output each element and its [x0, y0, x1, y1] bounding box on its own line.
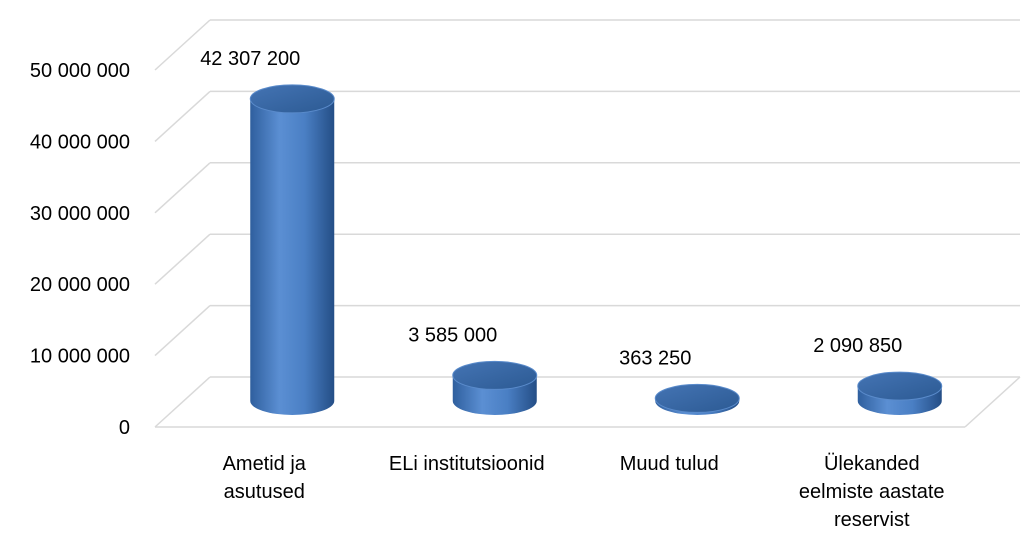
- category-labels: Ametid ja asutused ELi institutsioonid Muud…: [223, 453, 945, 531]
- bar-top: [249, 84, 335, 114]
- gridline-diagonal: [154, 376, 211, 428]
- gridline-diagonal: [154, 305, 211, 357]
- category-label: Ametid ja asutused: [223, 453, 307, 503]
- data-label: 42 307 200: [200, 48, 300, 70]
- y-axis-ticks: 0 10 000 000 20 000 000 30 000 000 40 000 00…: [30, 60, 130, 439]
- category-label: Muud tulud: [620, 453, 719, 475]
- data-label: 3 585 000: [408, 324, 497, 346]
- category-label-line: Muud tulud: [620, 453, 719, 475]
- category-label-line: Ülekanded: [824, 453, 920, 475]
- y-tick-label: 10 000 000: [30, 346, 130, 368]
- y-tick-label: 20 000 000: [30, 274, 130, 296]
- category-label-line: Ametid ja: [223, 453, 307, 475]
- bar: [452, 360, 538, 416]
- y-tick-label: 30 000 000: [30, 203, 130, 225]
- gridline-diagonal: [154, 90, 211, 142]
- y-tick-label: 50 000 000: [30, 60, 130, 82]
- grid: [154, 19, 1021, 428]
- bar: [249, 84, 335, 416]
- category-label: ELi institutsioonid: [389, 453, 545, 475]
- category-label-line: asutused: [224, 481, 305, 503]
- data-label: 2 090 850: [813, 335, 902, 357]
- bar-top: [654, 383, 740, 413]
- floor-right-edge: [964, 376, 1021, 428]
- bar-body: [250, 98, 335, 416]
- y-tick-label: 40 000 000: [30, 131, 130, 153]
- y-tick-label: 0: [119, 417, 130, 439]
- bars: [249, 84, 943, 416]
- data-labels: 42 307 200 3 585 000 363 250 2 090 850: [200, 48, 902, 369]
- data-label: 363 250: [619, 347, 691, 369]
- category-label-line: eelmiste aastate: [799, 481, 945, 503]
- bar-top: [452, 360, 538, 390]
- gridline-diagonal: [154, 233, 211, 285]
- gridline-diagonal: [154, 162, 211, 214]
- bar-top: [857, 371, 943, 401]
- category-label-line: reservist: [834, 509, 910, 531]
- category-label: Ülekanded eelmiste aastate reservist: [799, 453, 945, 531]
- category-label-line: ELi institutsioonid: [389, 453, 545, 475]
- bar: [654, 383, 740, 416]
- gridline-diagonal: [154, 19, 211, 71]
- bar: [857, 371, 943, 416]
